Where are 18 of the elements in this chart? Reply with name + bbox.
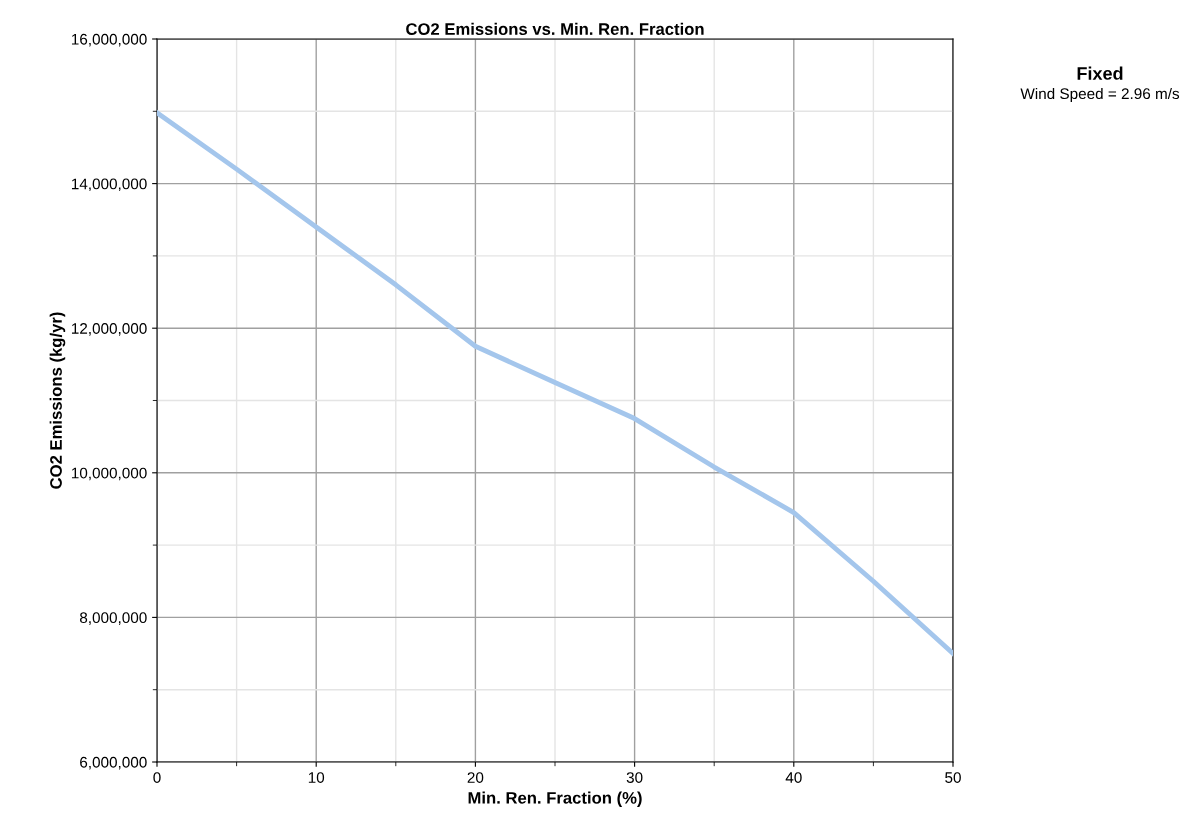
x-tick-label: 10	[308, 772, 325, 783]
text: Wind Speed = 2.96 m/s	[1020, 87, 1180, 103]
x-tick-label: 30	[626, 772, 643, 783]
y-tick-label: 12,000,000	[71, 323, 147, 336]
y-tick-label: 14,000,000	[71, 178, 147, 192]
y-axis-title: CO2 Emissions (kg/yr)	[49, 312, 66, 489]
text: Fixed	[1077, 66, 1123, 80]
y-tick-label: 8,000,000	[79, 612, 147, 625]
x-axis-title: Min. Ren. Fraction (%)	[468, 791, 642, 808]
x-tick-label: 50	[945, 772, 961, 783]
chart-title: CO2 Emissions vs. Min. Ren. Fraction	[406, 22, 704, 35]
line-series	[157, 110, 953, 656]
x-tick-label: 0	[153, 772, 161, 783]
y-tick-label: 16,000,000	[71, 33, 147, 47]
y-tick-label: 6,000,000	[80, 756, 147, 770]
x-tick-label: 20	[467, 772, 484, 783]
x-tick-label: 40	[785, 772, 802, 783]
y-tick-label: 10,000,000	[71, 467, 147, 481]
